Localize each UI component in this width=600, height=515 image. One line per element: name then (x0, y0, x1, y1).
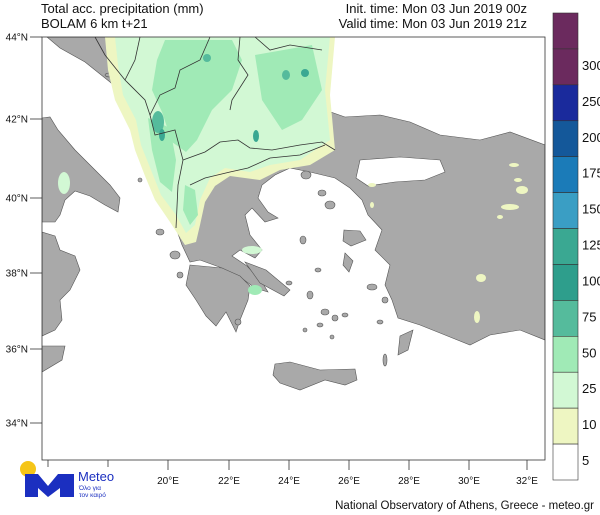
footer-credit: National Observatory of Athens, Greece -… (335, 500, 594, 512)
colorbar-segment (552, 264, 579, 301)
precipitation-field (58, 37, 528, 323)
italy-puglia (42, 116, 121, 223)
colorbar-level-label: 250 (582, 94, 600, 109)
precipitation-colorbar: 300 250 200 175 150 125 100 75 50 25 10 5 (552, 12, 600, 481)
colorbar-segment (552, 192, 579, 229)
time-block: Init. time: Mon 03 Jun 2019 00z Valid ti… (339, 1, 527, 31)
colorbar-level-label: 150 (582, 202, 600, 217)
colorbar-segment (552, 120, 579, 157)
precip-50-75-spot (152, 111, 164, 133)
logo-sun-icon (20, 461, 36, 477)
colorbar-level-label: 50 (582, 345, 596, 360)
rhodes (397, 329, 414, 356)
peloponnese (185, 264, 251, 333)
precip-25-50-greece (183, 185, 198, 225)
colorbar-segment (552, 336, 579, 373)
colorbar-level-label: 10 (582, 417, 596, 432)
colorbar-level-label: 200 (582, 130, 600, 145)
colorbar-segment (552, 48, 579, 86)
longitude-axis: 20°E 22°E 24°E 26°E 28°E 30°E 32°E (47, 460, 538, 487)
lat-tick-label: 34°N (6, 419, 28, 430)
valid-time: Valid time: Mon 03 Jun 2019 21z (338, 16, 527, 31)
colorbar-level-label: 5 (582, 453, 589, 468)
colorbar-segment (552, 84, 579, 122)
colorbar-level-label: 300 (582, 58, 600, 73)
precip-50-75-spot (253, 130, 259, 142)
precip-50-75-spot (203, 54, 211, 62)
colorbar-segment (552, 443, 579, 481)
colorbar-level-label: 100 (582, 273, 600, 288)
colorbar-segment (552, 407, 579, 445)
map-title-block: Total acc. precipitation (mm) BOLAM 6 km… (41, 1, 204, 31)
logo-tagline: Όλο για (79, 485, 102, 492)
precip-25-50-west (152, 40, 242, 152)
map-title: Total acc. precipitation (mm) (41, 1, 204, 16)
lat-tick-label: 38°N (6, 269, 28, 280)
colorbar-segment (552, 156, 579, 193)
init-time: Init. time: Mon 03 Jun 2019 00z (345, 1, 527, 16)
colorbar-segment (552, 300, 579, 337)
logo-m-icon (25, 474, 74, 497)
colorbar-level-label: 125 (582, 238, 600, 253)
logo-name: Meteo (78, 469, 115, 484)
lon-tick-label: 28°E (398, 476, 420, 487)
colorbar-segment (552, 371, 579, 409)
map-area (42, 37, 545, 460)
precip-attica (242, 246, 262, 254)
precip-turkey-patches (368, 163, 528, 323)
precip-25-50-albania (148, 118, 176, 192)
lat-tick-label: 40°N (6, 194, 28, 205)
precip-25-50-east (255, 45, 322, 130)
logo-tagline: τον καιρό (79, 492, 106, 499)
lat-tick-label: 36°N (6, 345, 28, 356)
sicily (42, 345, 66, 373)
lon-tick-label: 30°E (458, 476, 480, 487)
precip-50-75-spot (301, 69, 309, 77)
precip-75-100-spot (159, 129, 165, 141)
colorbar-level-label: 25 (582, 381, 596, 396)
map-frame (41, 36, 546, 461)
precip-50-75-spot (282, 70, 290, 80)
lon-tick-label: 26°E (338, 476, 360, 487)
lat-tick-label: 44°N (6, 33, 28, 44)
lesvos (342, 229, 367, 247)
italy-calabria (42, 231, 81, 337)
lon-tick-label: 20°E (157, 476, 179, 487)
colorbar-segment (552, 228, 579, 265)
evia (244, 261, 291, 297)
country-borders (94, 37, 336, 229)
marmara-sea (355, 156, 446, 187)
crete (272, 361, 358, 391)
lon-tick-label: 22°E (218, 476, 240, 487)
model-label: BOLAM 6 km t+21 (41, 16, 148, 31)
colorbar-segment (552, 12, 579, 50)
latitude-axis: 44°N 42°N 40°N 38°N 36°N 34°N (6, 33, 42, 430)
colorbar-level-label: 175 (582, 166, 600, 181)
lon-tick-label: 24°E (278, 476, 300, 487)
meteo-logo (20, 461, 74, 497)
colorbar-level-label: 75 (582, 309, 596, 324)
lon-tick-label: 32°E (516, 476, 538, 487)
precip-gulf (248, 285, 262, 295)
chios (342, 252, 354, 273)
lat-tick-label: 42°N (6, 115, 28, 126)
precip-italy (58, 172, 70, 194)
